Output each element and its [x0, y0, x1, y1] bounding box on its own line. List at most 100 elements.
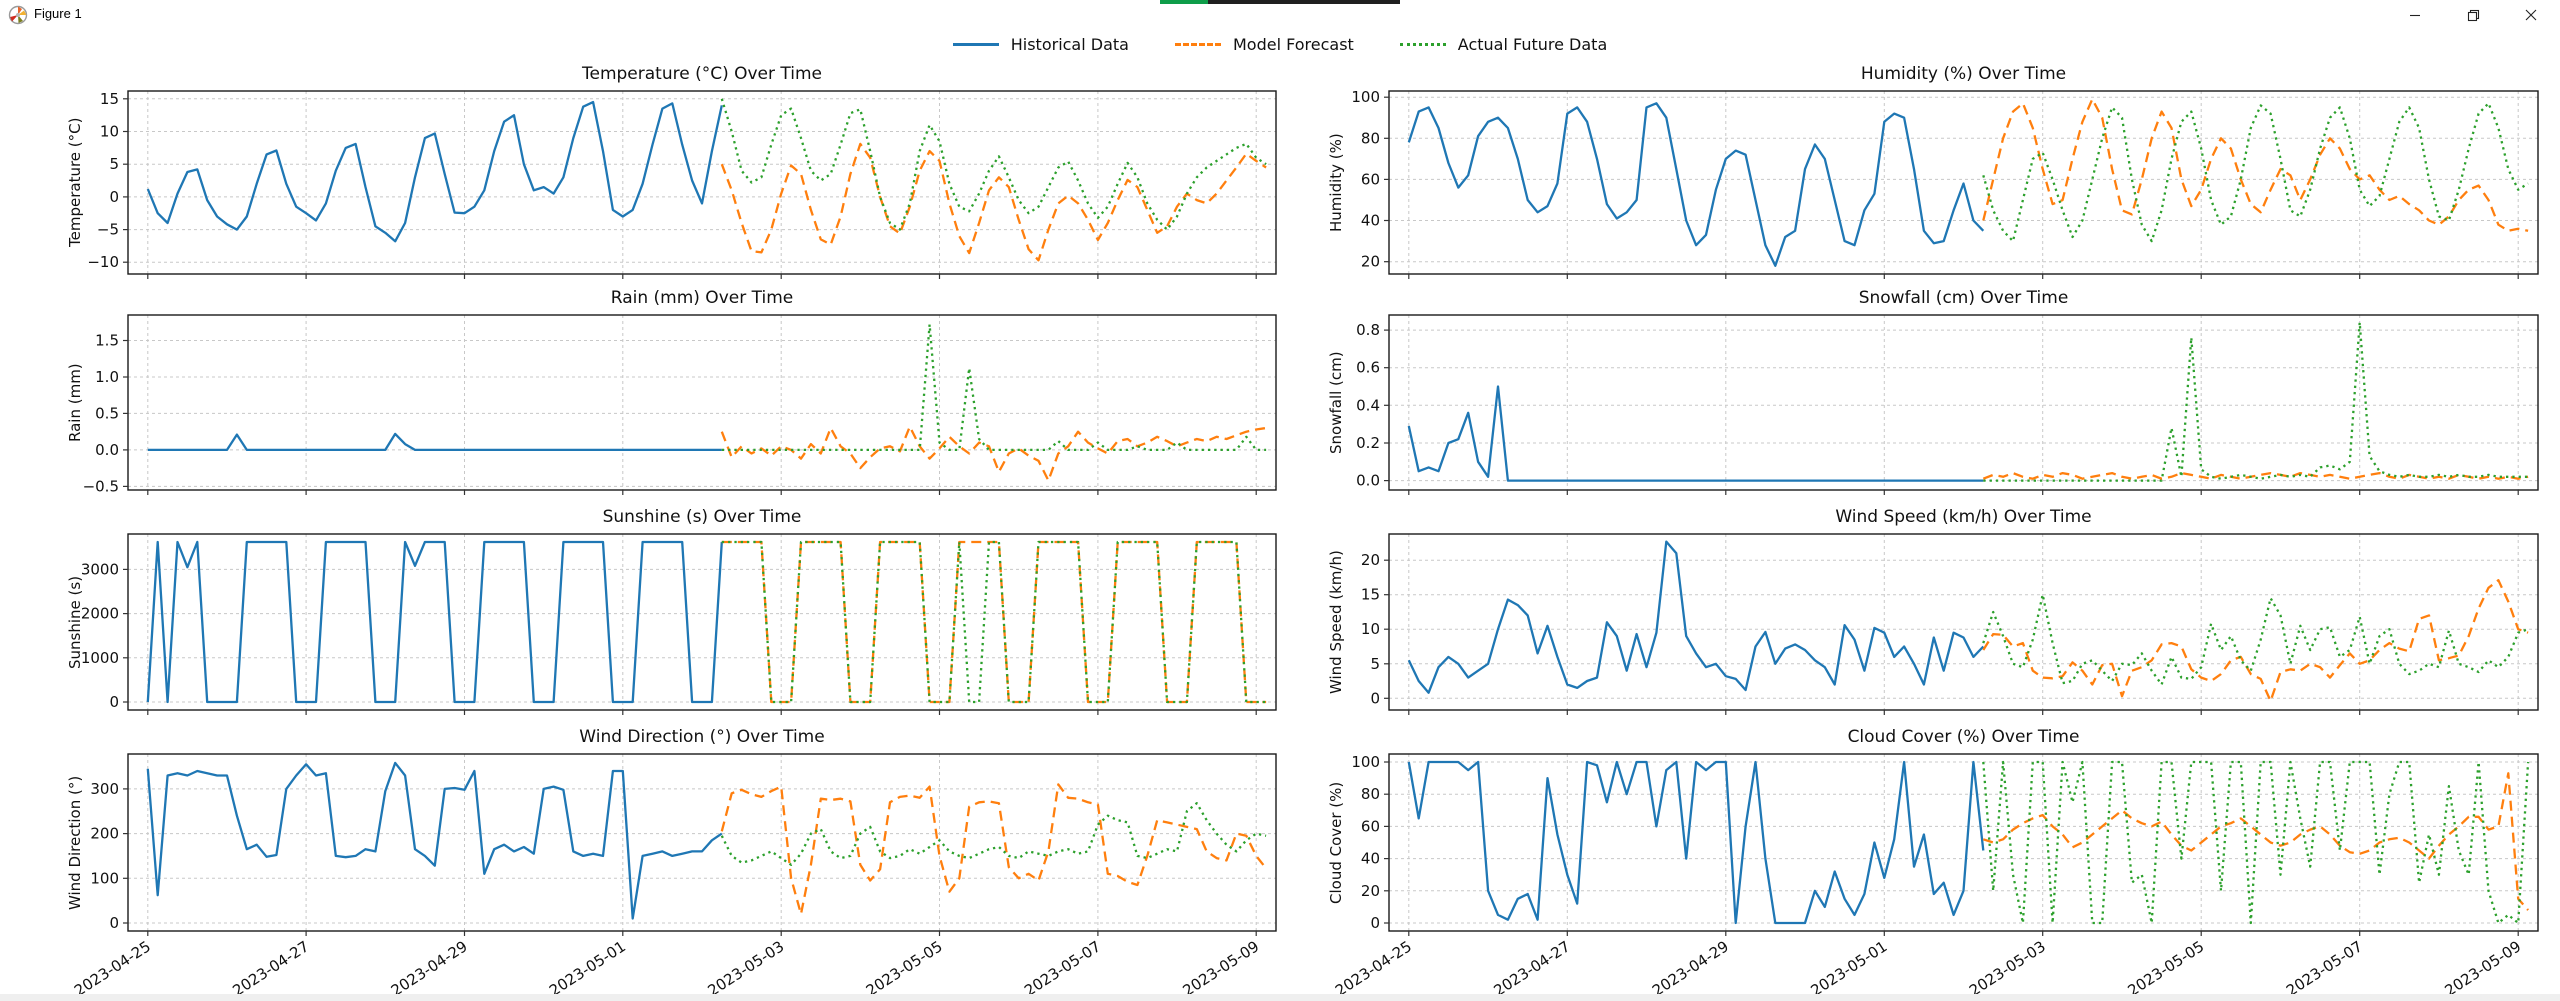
axes-border	[127, 90, 1277, 275]
forecast-line	[1982, 772, 2529, 911]
x-tick-label: 2023-04-29	[388, 937, 471, 1000]
y-tick-label: 0.6	[1356, 359, 1380, 377]
chart-title: Snowfall (cm) Over Time	[1858, 288, 2069, 308]
actual-line	[1982, 593, 2529, 686]
close-icon	[2525, 9, 2537, 21]
legend-label: Model Forecast	[1232, 34, 1354, 54]
y-tick-label: 10	[100, 123, 119, 141]
x-tick-label: 2023-05-09	[2441, 937, 2524, 1000]
y-tick-label: 0.5	[95, 404, 119, 422]
y-axis-label: Wind Speed (km/h)	[1327, 550, 1345, 694]
forecast-line	[720, 783, 1268, 916]
legend-label: Actual Future Data	[1457, 34, 1608, 54]
y-axis-label: Rain (mm)	[66, 363, 84, 442]
historical-line	[146, 100, 723, 243]
historical-line	[1407, 102, 1985, 267]
plot-area: 3000 2000 1000 0	[81, 533, 1277, 715]
x-tick-label: 2023-04-25	[71, 937, 154, 1000]
actual-line	[720, 802, 1267, 866]
historical-line	[1407, 540, 1985, 694]
chart-title: Rain (mm) Over Time	[610, 288, 794, 308]
y-tick-label: 0.2	[1356, 434, 1380, 452]
y-tick-label: 60	[1361, 170, 1380, 188]
x-tick-label: 2023-05-07	[2283, 937, 2366, 1000]
y-tick-label: 15	[1361, 586, 1380, 604]
forecast-line	[1982, 98, 2529, 232]
chart-title: Sunshine (s) Over Time	[602, 507, 802, 527]
actual-line	[721, 540, 1267, 704]
y-tick-label: 5	[109, 155, 119, 173]
axes-border	[127, 753, 1277, 932]
matplotlib-icon	[8, 5, 28, 25]
y-tick-label: 100	[1351, 88, 1380, 106]
panel-sunshine: Sunshine (s) Over Time Sunshine (s) 3000…	[66, 507, 1277, 715]
window-title: Figure 1	[34, 6, 82, 21]
panel-temperature: Temperature (°C) Over Time Temperature (…	[66, 64, 1277, 279]
legend-item-forecast: Model Forecast	[1174, 34, 1354, 54]
y-tick-label: 40	[1361, 850, 1380, 868]
y-tick-label: 1000	[81, 649, 119, 667]
y-tick-label: 20	[1361, 551, 1380, 569]
y-tick-label: 80	[1361, 129, 1380, 147]
y-tick-label: 80	[1361, 785, 1380, 803]
historical-line	[147, 432, 722, 452]
y-tick-label: 20	[1361, 253, 1380, 271]
y-tick-label: 15	[100, 90, 119, 108]
minimize-button[interactable]	[2386, 0, 2444, 30]
y-tick-label: 0	[109, 914, 119, 932]
x-tick-label: 2023-05-05	[863, 937, 946, 1000]
x-tick-label: 2023-05-01	[546, 937, 629, 1000]
y-tick-label: 20	[1361, 882, 1380, 900]
legend: Historical Data Model Forecast Actual Fu…	[0, 31, 2560, 57]
panel-winddirection: Wind Direction (°) Over Time Wind Direct…	[66, 727, 1277, 1000]
panel-snowfall: Snowfall (cm) Over Time Snowfall (cm) 0.…	[1327, 288, 2539, 495]
actual-line	[720, 98, 1267, 231]
progress-strip-dark	[1208, 0, 1400, 4]
axes-border	[127, 533, 1277, 711]
historical-line	[146, 761, 723, 920]
x-tick-label: 2023-04-25	[1332, 937, 1415, 1000]
actual-line	[1983, 321, 2529, 482]
x-tick-label: 2023-04-27	[1491, 937, 1574, 1000]
forecast-line	[720, 425, 1267, 482]
historical-line	[1407, 385, 1984, 482]
y-axis-label: Cloud Cover (%)	[1327, 781, 1345, 904]
close-button[interactable]	[2502, 0, 2560, 30]
forecast-line	[720, 142, 1267, 262]
x-tick-label: 2023-05-09	[1179, 937, 1262, 1000]
chart-title: Temperature (°C) Over Time	[581, 64, 823, 84]
chart-title: Wind Direction (°) Over Time	[579, 727, 825, 747]
panel-rain: Rain (mm) Over Time Rain (mm) 1.5 1.0 0.5 0…	[66, 288, 1277, 495]
legend-line-forecast-icon	[1174, 42, 1221, 46]
y-tick-label: 0	[1370, 914, 1380, 932]
actual-line	[721, 323, 1267, 452]
legend-item-historical: Historical Data	[952, 35, 1129, 54]
x-tick-label: 2023-05-05	[2124, 937, 2207, 1000]
plot-area: 0.8 0.6 0.4 0.2 0.0	[1356, 314, 2539, 495]
y-tick-label: 3000	[81, 560, 119, 578]
y-tick-label: 60	[1361, 817, 1380, 835]
x-tick-label: 2023-05-07	[1021, 937, 1104, 1000]
legend-line-actual-icon	[1399, 42, 1446, 46]
y-axis-label: Wind Direction (°)	[66, 775, 84, 910]
panel-windspeed: Wind Speed (km/h) Over Time Wind Speed (…	[1327, 507, 2539, 715]
y-tick-label: 100	[90, 869, 119, 887]
y-tick-label: 1.0	[95, 368, 119, 386]
x-tick-label: 2023-05-03	[704, 937, 787, 1000]
axes-border	[1388, 753, 2539, 932]
actual-line	[1982, 102, 2529, 243]
y-tick-label: 40	[1361, 212, 1380, 230]
legend-item-actual: Actual Future Data	[1399, 34, 1608, 54]
plot-area: 1.5 1.0 0.5 0.0 −0.5	[83, 314, 1277, 495]
y-tick-label: −10	[87, 253, 119, 271]
y-tick-label: 0	[109, 188, 119, 206]
y-tick-label: 2000	[81, 605, 119, 623]
legend-line-historical-icon	[952, 42, 999, 46]
y-tick-label: 100	[1351, 753, 1380, 771]
x-tick-label: 2023-04-27	[229, 937, 312, 1000]
restore-button[interactable]	[2444, 0, 2502, 30]
y-tick-label: 10	[1361, 620, 1380, 638]
forecast-line	[721, 540, 1267, 704]
progress-strip-green	[1160, 0, 1208, 4]
